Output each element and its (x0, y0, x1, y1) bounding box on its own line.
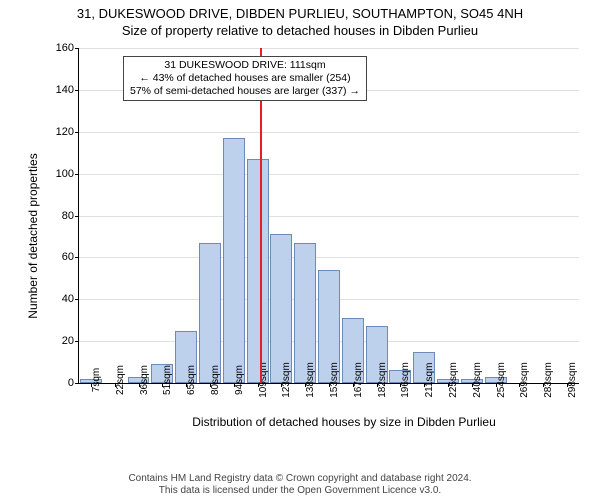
gridline (79, 132, 579, 133)
x-axis-label: Distribution of detached houses by size … (94, 415, 594, 429)
xtick-label: 153sqm (329, 362, 340, 398)
xtick-label: 225sqm (448, 362, 459, 398)
xtick-label: 36sqm (139, 365, 150, 395)
histogram-bar (270, 234, 292, 383)
ytick-label: 80 (49, 210, 74, 222)
chart-title-main: 31, DUKESWOOD DRIVE, DIBDEN PURLIEU, SOU… (0, 0, 600, 21)
xtick-label: 298sqm (567, 362, 578, 398)
footer-line2: This data is licensed under the Open Gov… (0, 485, 600, 497)
ytick-mark (75, 216, 79, 217)
ytick-label: 0 (49, 377, 74, 389)
xtick-label: 269sqm (519, 362, 530, 398)
xtick-label: 240sqm (472, 362, 483, 398)
annotation-line1: 31 DUKESWOOD DRIVE: 111sqm (130, 59, 360, 72)
ytick-label: 20 (49, 335, 74, 347)
ytick-mark (75, 48, 79, 49)
y-axis-label: Number of detached properties (26, 153, 40, 318)
chart-container: Number of detached properties Distributi… (48, 48, 578, 423)
xtick-label: 65sqm (186, 365, 197, 395)
histogram-bar (223, 138, 245, 383)
xtick-label: 80sqm (210, 365, 221, 395)
ytick-label: 40 (49, 293, 74, 305)
chart-title-sub: Size of property relative to detached ho… (0, 21, 600, 38)
xtick-label: 94sqm (234, 365, 245, 395)
gridline (79, 257, 579, 258)
footer-line1: Contains HM Land Registry data © Crown c… (0, 473, 600, 485)
ytick-mark (75, 257, 79, 258)
ytick-mark (75, 174, 79, 175)
xtick-label: 254sqm (496, 362, 507, 398)
ytick-label: 100 (49, 168, 74, 180)
ytick-mark (75, 383, 79, 384)
ytick-mark (75, 299, 79, 300)
plot-area: Distribution of detached houses by size … (78, 48, 579, 384)
xtick-label: 22sqm (115, 365, 126, 395)
ytick-mark (75, 132, 79, 133)
ytick-label: 120 (49, 126, 74, 138)
footer-attribution: Contains HM Land Registry data © Crown c… (0, 473, 600, 497)
histogram-bar (247, 159, 269, 383)
xtick-label: 283sqm (543, 362, 554, 398)
gridline (79, 174, 579, 175)
xtick-label: 196sqm (400, 362, 411, 398)
xtick-label: 182sqm (377, 362, 388, 398)
ytick-mark (75, 90, 79, 91)
gridline (79, 216, 579, 217)
ytick-label: 160 (49, 42, 74, 54)
histogram-bar (199, 243, 221, 383)
gridline (79, 48, 579, 49)
xtick-label: 211sqm (424, 363, 435, 398)
xtick-label: 7sqm (91, 368, 102, 392)
ytick-label: 60 (49, 251, 74, 263)
annotation-line2: ← 43% of detached houses are smaller (25… (130, 72, 360, 85)
xtick-label: 51sqm (162, 365, 173, 395)
xtick-label: 138sqm (305, 362, 316, 398)
ytick-label: 140 (49, 84, 74, 96)
ytick-mark (75, 341, 79, 342)
annotation-box: 31 DUKESWOOD DRIVE: 111sqm ← 43% of deta… (123, 56, 367, 101)
xtick-label: 167sqm (353, 362, 364, 398)
xtick-label: 123sqm (281, 362, 292, 398)
annotation-line3: 57% of semi-detached houses are larger (… (130, 85, 360, 98)
